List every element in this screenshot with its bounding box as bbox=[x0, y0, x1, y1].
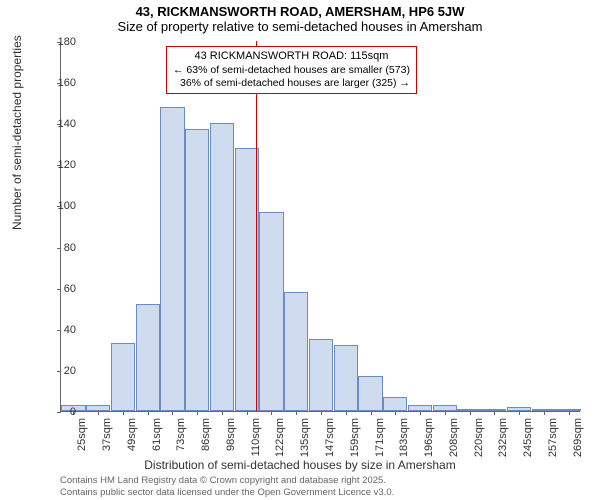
y-axis-label: Number of semi-detached properties bbox=[10, 35, 24, 230]
histogram-bar bbox=[185, 129, 209, 411]
y-tick-label: 80 bbox=[46, 242, 76, 254]
x-tick-label: 86sqm bbox=[200, 418, 212, 451]
x-tick-label: 73sqm bbox=[175, 418, 187, 451]
x-tick-label: 245sqm bbox=[522, 418, 534, 457]
x-tick-label: 196sqm bbox=[423, 418, 435, 457]
y-tick-label: 140 bbox=[46, 118, 76, 130]
x-tick-label: 183sqm bbox=[398, 418, 410, 457]
histogram-bar bbox=[259, 212, 283, 411]
annotation-line-2: ← 63% of semi-detached houses are smalle… bbox=[173, 64, 410, 77]
y-tick-label: 0 bbox=[46, 406, 76, 418]
x-tick-label: 61sqm bbox=[151, 418, 163, 451]
chart-title-sub: Size of property relative to semi-detach… bbox=[0, 19, 600, 38]
histogram-bar bbox=[210, 123, 234, 411]
annotation-line-3: 36% of semi-detached houses are larger (… bbox=[173, 77, 410, 90]
credits-line-1: Contains HM Land Registry data © Crown c… bbox=[60, 475, 394, 486]
annotation-line-1: 43 RICKMANSWORTH ROAD: 115sqm bbox=[173, 50, 410, 64]
histogram-bar bbox=[136, 304, 160, 411]
marker-line bbox=[256, 41, 257, 411]
histogram-bar bbox=[160, 107, 184, 411]
histogram-bar bbox=[284, 292, 308, 411]
x-tick-label: 269sqm bbox=[572, 418, 584, 457]
histogram-bar bbox=[111, 343, 135, 411]
x-tick-label: 37sqm bbox=[101, 418, 113, 451]
y-tick-label: 20 bbox=[46, 365, 76, 377]
x-tick-label: 49sqm bbox=[126, 418, 138, 451]
histogram-bar bbox=[358, 376, 382, 411]
histogram-bar bbox=[383, 397, 407, 411]
histogram-bar bbox=[334, 345, 358, 411]
x-tick-label: 171sqm bbox=[374, 418, 386, 457]
x-tick-label: 122sqm bbox=[274, 418, 286, 457]
x-tick-label: 147sqm bbox=[324, 418, 336, 457]
credits: Contains HM Land Registry data © Crown c… bbox=[60, 475, 394, 498]
x-tick-label: 135sqm bbox=[299, 418, 311, 457]
y-tick-label: 40 bbox=[46, 324, 76, 336]
x-tick-label: 110sqm bbox=[250, 418, 262, 456]
y-tick-label: 120 bbox=[46, 159, 76, 171]
x-tick-label: 232sqm bbox=[497, 418, 509, 457]
chart-title-main: 43, RICKMANSWORTH ROAD, AMERSHAM, HP6 5J… bbox=[0, 0, 600, 19]
y-tick-label: 60 bbox=[46, 283, 76, 295]
annotation-box: 43 RICKMANSWORTH ROAD: 115sqm← 63% of se… bbox=[166, 46, 417, 94]
y-tick-label: 180 bbox=[46, 36, 76, 48]
x-tick-label: 208sqm bbox=[448, 418, 460, 457]
x-tick-label: 98sqm bbox=[225, 418, 237, 451]
x-tick-label: 220sqm bbox=[473, 418, 485, 457]
y-tick-label: 100 bbox=[46, 200, 76, 212]
x-tick-label: 25sqm bbox=[76, 418, 88, 451]
histogram-bar bbox=[309, 339, 333, 411]
plot-area: 43 RICKMANSWORTH ROAD: 115sqm← 63% of se… bbox=[60, 42, 580, 412]
x-tick-label: 159sqm bbox=[349, 418, 361, 457]
y-tick-label: 160 bbox=[46, 77, 76, 89]
x-axis-label: Distribution of semi-detached houses by … bbox=[0, 458, 600, 472]
x-tick-label: 257sqm bbox=[547, 418, 559, 457]
credits-line-2: Contains public sector data licensed und… bbox=[60, 487, 394, 498]
